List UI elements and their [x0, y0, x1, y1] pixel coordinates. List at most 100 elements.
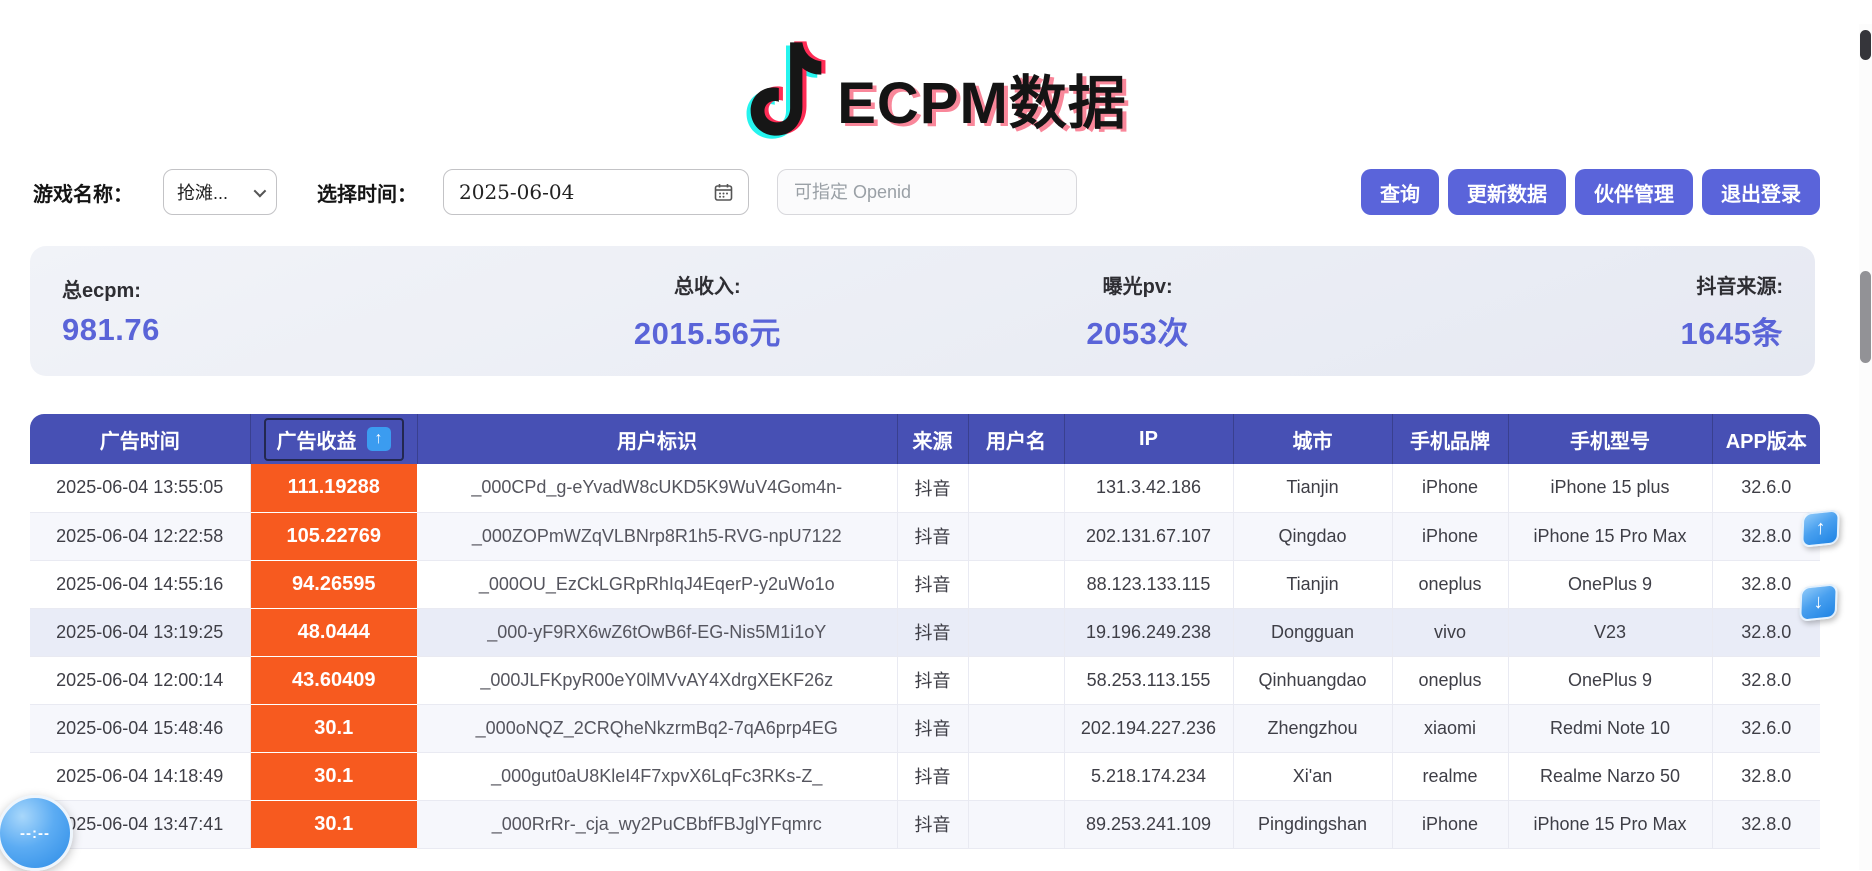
scrollbar-thumb[interactable]	[1860, 271, 1871, 363]
phone-model-cell: OnePlus 9	[1508, 656, 1713, 705]
ad-revenue-cell: 94.26595	[250, 560, 417, 609]
filter-bar: 游戏名称： 抢滩... 选择时间： 2025-06-04 查询 更新数据 伙伴管…	[33, 168, 1820, 216]
city-cell: Zhengzhou	[1233, 704, 1393, 753]
open-id-cell: _000oNQZ_2CRQheNkzrmBq2-7qA6prp4EG	[417, 704, 898, 753]
app-version-cell: 32.8.0	[1712, 752, 1820, 801]
source-cell: 抖音	[897, 800, 969, 849]
username-cell	[968, 752, 1065, 801]
chevron-down-icon	[253, 184, 267, 197]
app-version-cell: 32.8.0	[1712, 656, 1820, 705]
scrollbar-track[interactable]	[1859, 24, 1872, 870]
scroll-up-button[interactable]: ↑	[1801, 509, 1840, 548]
open-id-cell: _000-yF9RX6wZ6tOwB6f-EG-Nis5M1i1oY	[417, 608, 898, 657]
table-header: 广告时间 广告收益 ↑ 用户标识 来源 用户名 IP 城市 手机品牌 手机型号 …	[30, 414, 1820, 464]
city-cell: Xi'an	[1233, 752, 1393, 801]
phone-brand-cell: iPhone	[1392, 464, 1509, 513]
ip-cell: 131.3.42.186	[1064, 464, 1234, 513]
source-cell: 抖音	[897, 752, 969, 801]
app-version-cell: 32.6.0	[1712, 704, 1820, 753]
ad-time-cell: 2025-06-04 14:18:49	[30, 752, 251, 801]
table-row: 2025-06-04 15:48:46 30.1 _000oNQZ_2CRQheNk…	[30, 704, 1820, 753]
stat-value: 2015.56元	[633, 315, 781, 351]
stat-label: 总ecpm:	[62, 280, 141, 302]
open-id-cell: _000OU_EzCkLGRpRhIqJ4EqerP-y2uWo1o	[417, 560, 898, 609]
source-cell: 抖音	[897, 464, 969, 513]
scroll-down-button[interactable]: ↓	[1799, 583, 1838, 622]
date-picker[interactable]: 2025-06-04	[443, 169, 749, 215]
ip-cell: 89.253.241.109	[1064, 800, 1234, 849]
time-label: 选择时间：	[317, 183, 417, 206]
app-version-cell: 32.6.0	[1712, 464, 1820, 513]
username-cell	[968, 464, 1065, 513]
stat-label: 总收入:	[674, 275, 741, 298]
city-cell: Pingdingshan	[1233, 800, 1393, 849]
scrollbar-top-nub[interactable]	[1860, 30, 1871, 60]
open-id-cell: _000JLFKpyR00eY0lMVvAY4XdrgXEKF26z	[417, 656, 898, 705]
city-cell: Tianjin	[1233, 464, 1393, 513]
game-name-label: 游戏名称：	[33, 183, 133, 206]
city-cell: Tianjin	[1233, 560, 1393, 609]
username-cell	[968, 560, 1065, 609]
header-ip: IP	[1064, 414, 1234, 464]
header-source: 来源	[897, 414, 969, 464]
logout-button[interactable]: 退出登录	[1702, 169, 1820, 215]
open-id-cell: _000CPd_g-eYvadW8cUKD5K9WuV4Gom4n-	[417, 464, 898, 513]
ip-cell: 5.218.174.234	[1064, 752, 1234, 801]
stat-exposure-pv: 曝光pv: 2053次	[923, 270, 1353, 353]
city-cell: Qingdao	[1233, 512, 1393, 561]
data-table: 广告时间 广告收益 ↑ 用户标识 来源 用户名 IP 城市 手机品牌 手机型号 …	[30, 414, 1820, 849]
source-cell: 抖音	[897, 704, 969, 753]
stat-total-ecpm: 总ecpm: 981.76	[62, 274, 492, 348]
revenue-sort-button[interactable]: 广告收益 ↑	[263, 417, 404, 461]
ad-revenue-cell: 30.1	[250, 800, 417, 849]
stat-total-income: 总收入: 2015.56元	[492, 270, 922, 353]
tiktok-logo-icon	[746, 41, 826, 139]
phone-brand-cell: iPhone	[1392, 800, 1509, 849]
ip-cell: 202.131.67.107	[1064, 512, 1234, 561]
query-button[interactable]: 查询	[1361, 169, 1439, 215]
phone-model-cell: iPhone 15 plus	[1508, 464, 1713, 513]
ad-time-cell: 2025-06-04 12:22:58	[30, 512, 251, 561]
phone-model-cell: iPhone 15 Pro Max	[1508, 512, 1713, 561]
username-cell	[968, 608, 1065, 657]
stat-value: 1645条	[1680, 315, 1783, 351]
ad-time-cell: 2025-06-04 13:19:25	[30, 608, 251, 657]
header-city: 城市	[1233, 414, 1393, 464]
table-row: 2025-06-04 13:19:25 48.0444 _000-yF9RX6wZ6…	[30, 608, 1820, 657]
sort-asc-icon: ↑	[366, 427, 391, 451]
phone-brand-cell: vivo	[1392, 608, 1509, 657]
ad-time-cell: 2025-06-04 15:48:46	[30, 704, 251, 753]
timer-widget[interactable]: --:--	[0, 795, 73, 871]
game-select[interactable]: 抢滩...	[163, 169, 277, 215]
table-row: 2025-06-04 13:55:05 111.19288 _000CPd_g-eY…	[30, 464, 1820, 513]
header-ad-time: 广告时间	[30, 414, 251, 464]
stat-douyin-source: 抖音来源: 1645条	[1353, 270, 1783, 353]
ad-revenue-cell: 105.22769	[250, 512, 417, 561]
header-phone-brand: 手机品牌	[1392, 414, 1509, 464]
phone-model-cell: Redmi Note 10	[1508, 704, 1713, 753]
header-username: 用户名	[968, 414, 1065, 464]
partner-manage-button[interactable]: 伙伴管理	[1575, 169, 1693, 215]
app-header: ECPM数据	[0, 24, 1872, 142]
table-row: 2025-06-04 12:22:58 105.22769 _000ZOPmWZqV…	[30, 512, 1820, 561]
city-cell: Dongguan	[1233, 608, 1393, 657]
phone-brand-cell: iPhone	[1392, 512, 1509, 561]
table-row: 2025-06-04 14:55:16 94.26595 _000OU_EzCkLG…	[30, 560, 1820, 609]
open-id-cell: _000ZOPmWZqVLBNrp8R1h5-RVG-npU7122	[417, 512, 898, 561]
header-app-version: APP版本	[1712, 414, 1820, 464]
ip-cell: 88.123.133.115	[1064, 560, 1234, 609]
open-id-cell: _000RrRr-_cja_wy2PuCBbfFBJglYFqmrc	[417, 800, 898, 849]
phone-brand-cell: oneplus	[1392, 656, 1509, 705]
calendar-icon	[714, 183, 733, 201]
table-row: 2025-06-04 12:00:14 43.60409 _000JLFKpyR00…	[30, 656, 1820, 705]
stat-label: 抖音来源:	[1696, 275, 1783, 298]
phone-brand-cell: oneplus	[1392, 560, 1509, 609]
ad-revenue-cell: 111.19288	[250, 464, 417, 513]
openid-input[interactable]	[777, 169, 1077, 215]
table-row: 2025-06-04 14:18:49 30.1 _000gut0aU8KleI4F…	[30, 752, 1820, 801]
stat-value: 981.76	[62, 312, 160, 347]
game-select-value: 抢滩...	[177, 183, 229, 203]
stats-panel: 总ecpm: 981.76 总收入: 2015.56元 曝光pv: 2053次 …	[30, 246, 1815, 376]
stat-value: 2053次	[1086, 315, 1189, 351]
update-data-button[interactable]: 更新数据	[1448, 169, 1566, 215]
